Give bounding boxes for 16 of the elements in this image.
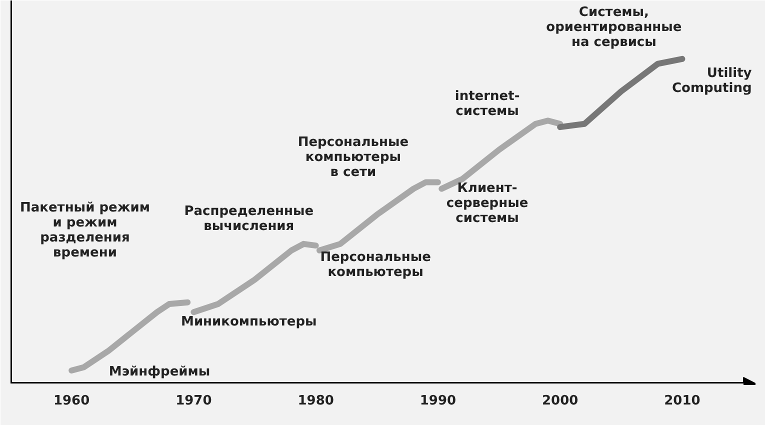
annotation: Миникомпьютеры: [181, 314, 317, 330]
x-tick-label: 1960: [53, 394, 90, 408]
x-tick-label: 1980: [298, 394, 334, 408]
annotation: Utility Computing: [672, 66, 752, 96]
annotation: Распределенные вычисления: [184, 204, 314, 234]
annotation: Клиент- серверные системы: [446, 180, 528, 226]
annotation: Персональные компьютеры в сети: [298, 135, 409, 180]
x-tick-label: 2010: [664, 394, 700, 408]
x-tick-label: 2000: [542, 394, 578, 408]
annotation: internet- системы: [454, 88, 520, 119]
annotation: Мэйнфреймы: [108, 364, 210, 380]
text: Системы, ориентированные на сервисы: [546, 4, 682, 50]
x-tick-label: 1970: [176, 394, 212, 408]
annotation: Пакетный режим и режим разделения времени: [20, 200, 150, 260]
annotation: Персональные компьютеры: [320, 250, 432, 280]
x-tick-label: 1990: [420, 394, 456, 408]
